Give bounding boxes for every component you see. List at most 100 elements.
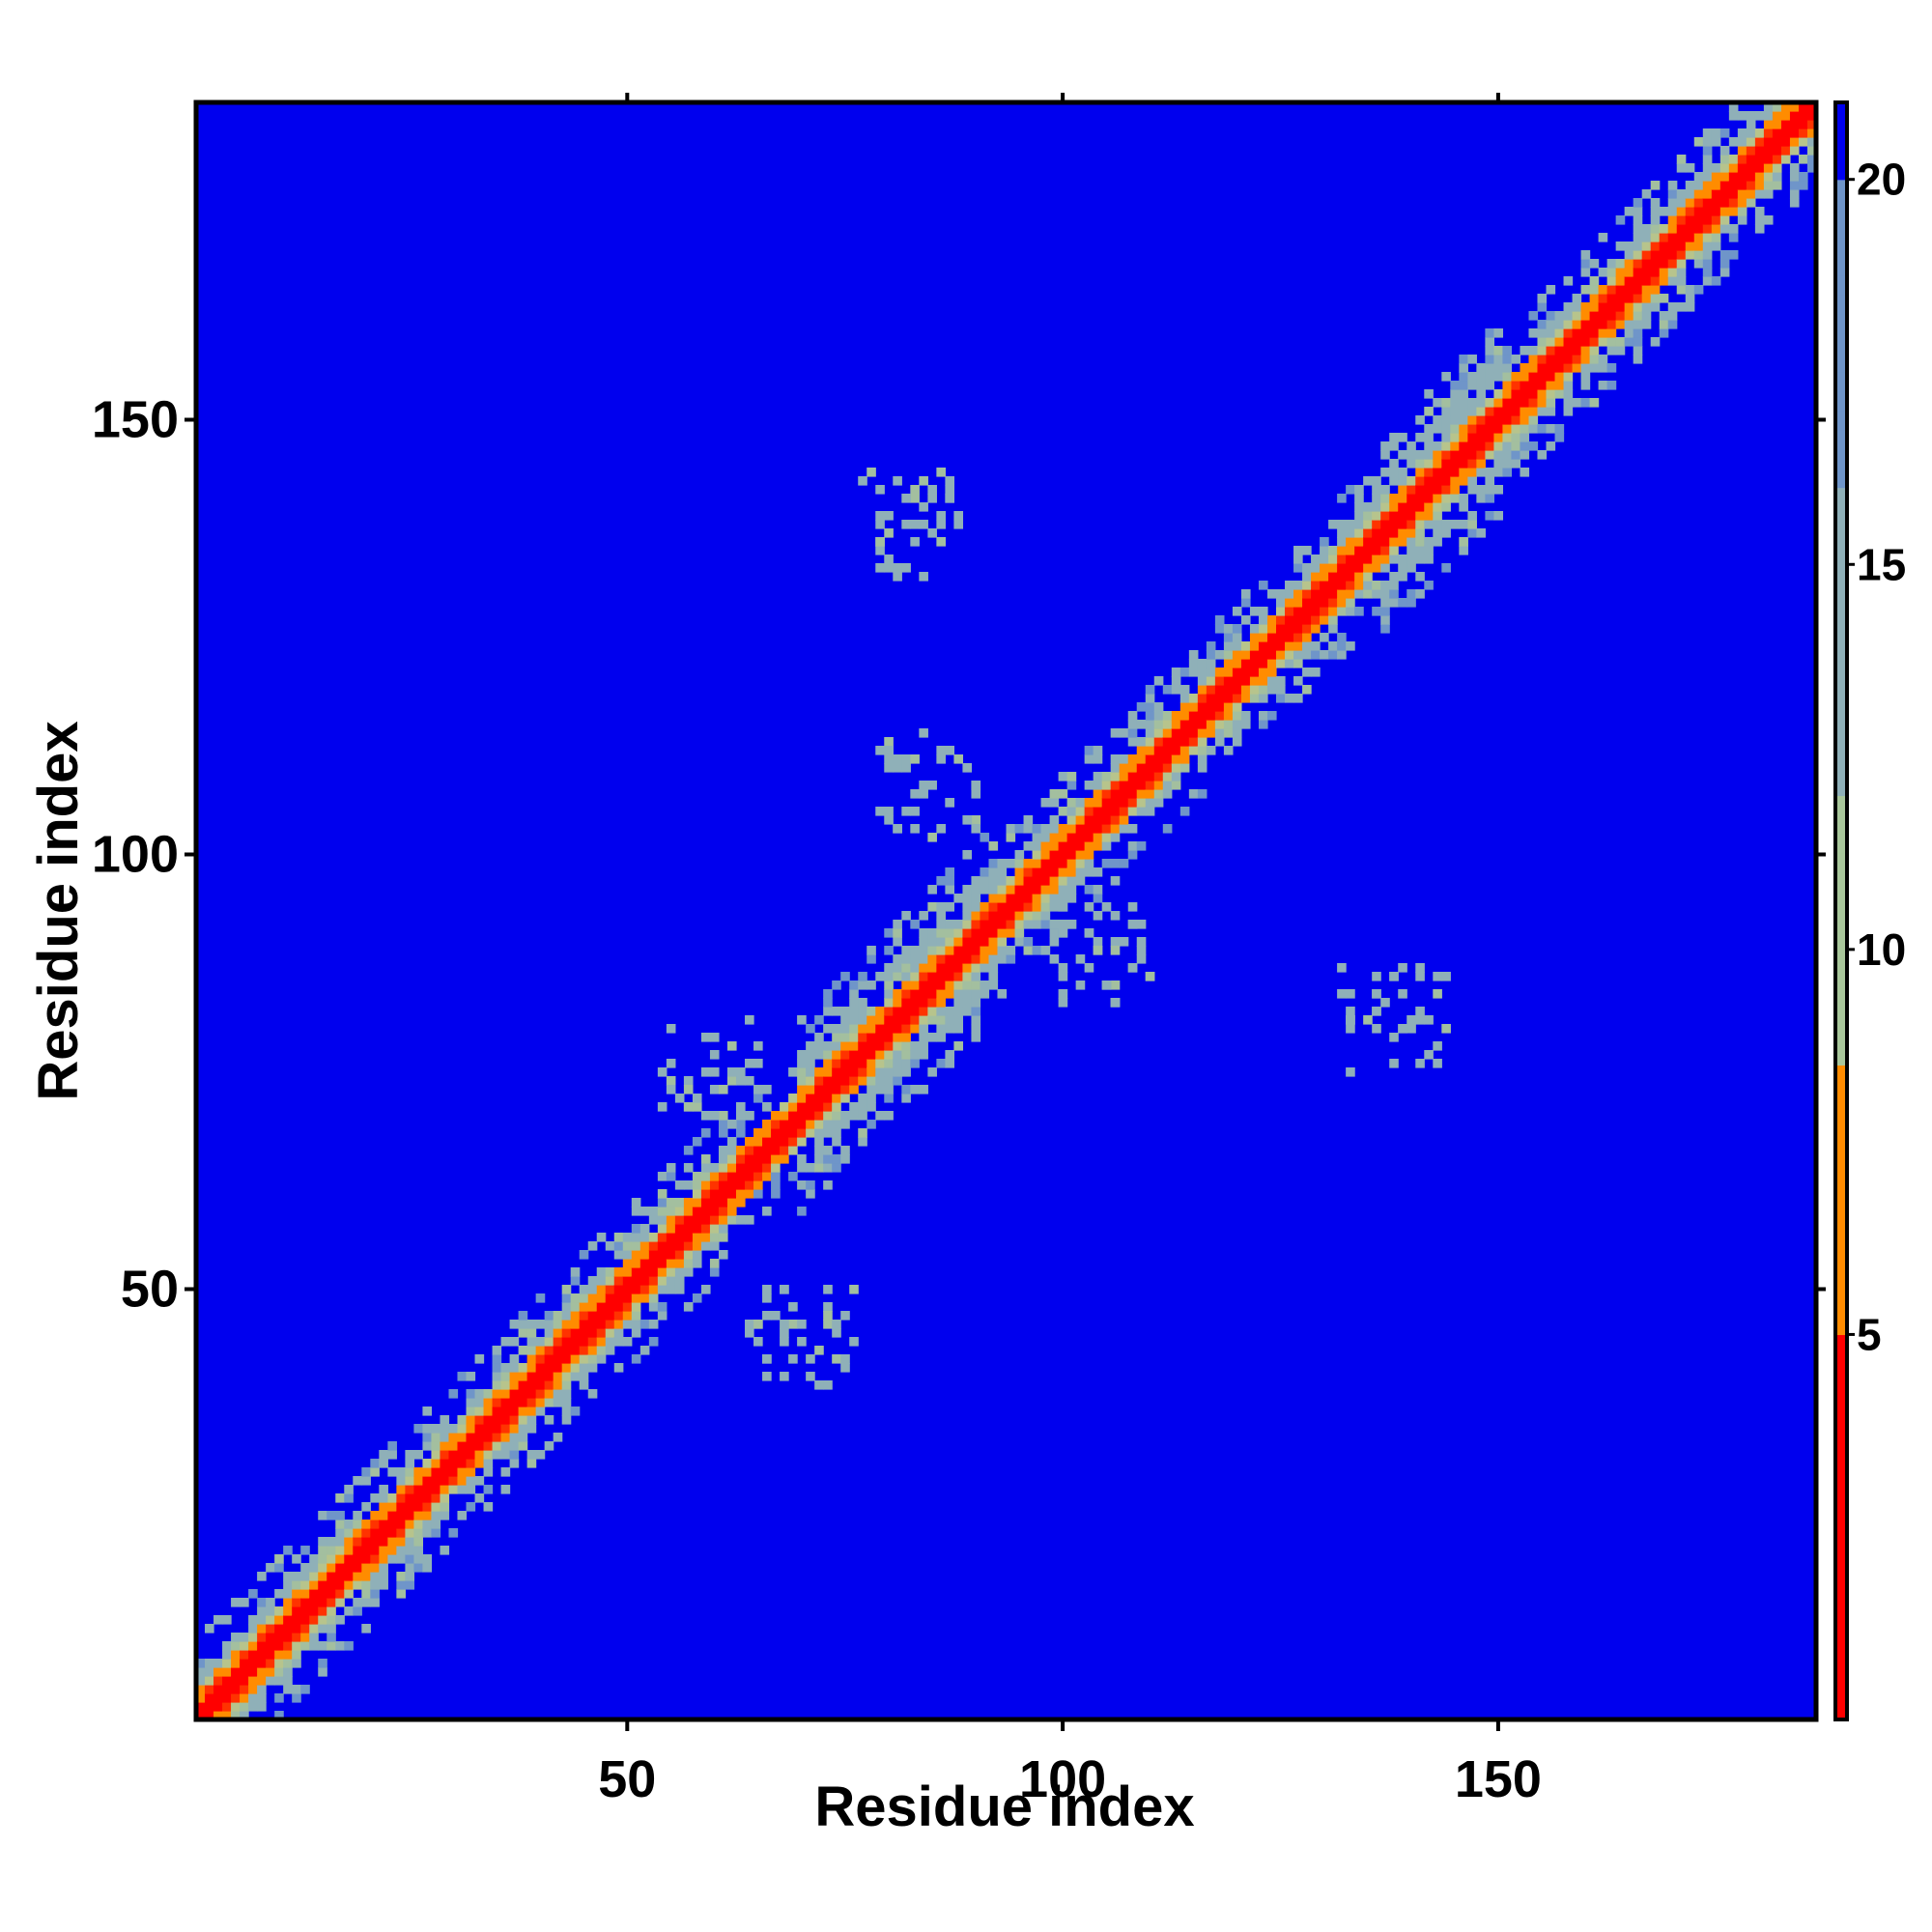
heatmap-cell <box>1476 372 1486 382</box>
heatmap-cell <box>570 1320 581 1329</box>
colorbar-segment <box>1835 198 1847 219</box>
heatmap-cell <box>988 928 999 938</box>
heatmap-cell <box>1520 381 1530 390</box>
heatmap-cell <box>466 1450 476 1460</box>
heatmap-cell <box>1563 328 1574 338</box>
heatmap-cell <box>1502 355 1513 364</box>
heatmap-cell <box>1606 302 1617 312</box>
heatmap-cell <box>797 1094 807 1103</box>
heatmap-cell <box>832 1354 841 1364</box>
heatmap-cell <box>622 1276 633 1286</box>
heatmap-cell <box>648 1285 659 1294</box>
heatmap-cell <box>901 989 911 999</box>
heatmap-cell <box>1162 685 1173 695</box>
heatmap-cell <box>1014 850 1025 860</box>
heatmap-cell <box>1179 754 1190 764</box>
heatmap-cell <box>1040 876 1051 886</box>
colorbar-segment <box>1835 256 1847 276</box>
heatmap-cell <box>1589 337 1600 347</box>
heatmap-cell <box>553 1311 563 1321</box>
heatmap-cell <box>1511 372 1521 382</box>
heatmap-cell <box>1119 754 1129 764</box>
heatmap-cell <box>1363 502 1373 512</box>
heatmap-cell <box>1537 337 1548 347</box>
colorbar-segment <box>1835 545 1847 565</box>
heatmap-cell <box>240 1659 249 1668</box>
heatmap-cell <box>1075 876 1086 886</box>
heatmap-cell <box>1485 398 1495 408</box>
heatmap-cell <box>1702 181 1713 190</box>
heatmap-cell <box>1493 372 1504 382</box>
heatmap-cell <box>622 1311 633 1321</box>
heatmap-cell <box>1075 867 1086 877</box>
heatmap-cell <box>1754 155 1765 164</box>
heatmap-cell <box>1624 276 1634 286</box>
heatmap-cell <box>1763 102 1774 112</box>
heatmap-cell <box>648 1267 659 1277</box>
heatmap-cell <box>971 963 981 973</box>
heatmap-cell <box>1415 1007 1425 1016</box>
heatmap-cell <box>1040 850 1051 860</box>
heatmap-cell <box>1197 754 1208 764</box>
heatmap-cell <box>1485 433 1495 442</box>
heatmap-cell <box>457 1372 468 1381</box>
heatmap-cell <box>1101 980 1112 990</box>
heatmap-cell <box>1415 415 1425 425</box>
heatmap-cell <box>1606 346 1617 355</box>
heatmap-cell <box>1232 737 1242 747</box>
heatmap-cell <box>1728 155 1739 164</box>
heatmap-cell <box>1502 407 1513 416</box>
heatmap-cell <box>474 1433 485 1442</box>
heatmap-cell <box>1337 581 1347 590</box>
heatmap-cell <box>1119 859 1129 868</box>
colorbar-segment <box>1835 1026 1847 1047</box>
heatmap-cell <box>379 1485 388 1494</box>
heatmap-cell <box>544 1337 554 1347</box>
heatmap-cell <box>1659 233 1669 242</box>
heatmap-cell <box>1433 468 1442 477</box>
heatmap-cell <box>840 972 850 981</box>
heatmap-cell <box>1485 346 1495 355</box>
heatmap-cell <box>971 876 981 886</box>
heatmap-cell <box>910 963 920 973</box>
heatmap-cell <box>692 1233 702 1242</box>
colorbar-tick-label: 20 <box>1857 155 1906 205</box>
heatmap-cell <box>1119 937 1129 947</box>
heatmap-cell <box>257 1572 267 1581</box>
heatmap-cell <box>1406 511 1416 521</box>
heatmap-cell <box>867 1015 876 1025</box>
heatmap-cell <box>448 1433 459 1442</box>
heatmap-cell <box>1232 633 1242 642</box>
heatmap-cell <box>1633 346 1643 355</box>
heatmap-cell <box>440 1450 450 1460</box>
heatmap-cell <box>1598 311 1608 321</box>
heatmap-cell <box>1346 1015 1355 1025</box>
heatmap-cell <box>1459 424 1468 434</box>
heatmap-cell <box>1798 172 1808 182</box>
heatmap-cell <box>1119 807 1129 816</box>
heatmap-cell <box>1006 885 1016 895</box>
heatmap-cell <box>936 928 946 938</box>
heatmap-cell <box>440 1467 450 1477</box>
heatmap-cell <box>1406 502 1416 512</box>
heatmap-cell <box>1032 894 1042 903</box>
heatmap-cell <box>1459 441 1468 451</box>
heatmap-cell <box>1641 276 1652 286</box>
heatmap-cell <box>1719 259 1730 269</box>
heatmap-cell <box>927 528 937 538</box>
heatmap-cell <box>1363 589 1373 599</box>
heatmap-cell <box>1040 798 1051 808</box>
heatmap-cell <box>666 1198 676 1208</box>
heatmap-cell <box>709 1233 720 1242</box>
heatmap-cell <box>1093 833 1103 842</box>
heatmap-cell <box>858 476 867 486</box>
heatmap-cell <box>1337 554 1347 564</box>
heatmap-cell <box>561 1415 572 1425</box>
heatmap-cell <box>1372 502 1381 512</box>
heatmap-cell <box>840 1059 850 1068</box>
heatmap-cell <box>945 954 955 964</box>
heatmap-cell <box>1711 128 1721 138</box>
heatmap-cell <box>1058 833 1068 842</box>
heatmap-cell <box>814 1120 824 1129</box>
heatmap-cell <box>692 1189 702 1199</box>
